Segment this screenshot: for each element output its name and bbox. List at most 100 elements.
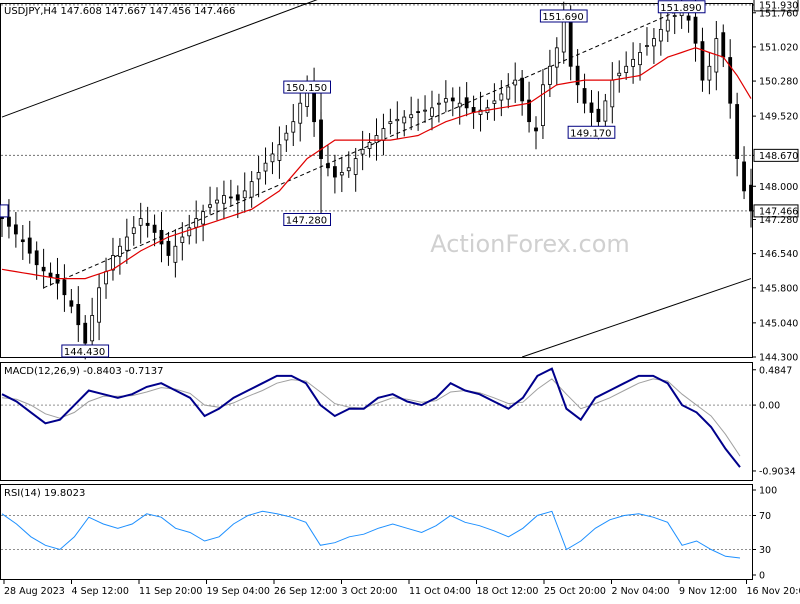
candle-body-67: [465, 98, 468, 108]
candle-body-87: [604, 101, 607, 121]
rsi-ytick-label-1: 70: [759, 511, 771, 522]
candle-58: [403, 110, 406, 136]
candle-25: [174, 229, 177, 277]
candle-body-26: [181, 237, 184, 243]
rsi-ytick-label-3: 0: [759, 571, 765, 582]
candle-104: [722, 24, 725, 67]
candle-body-107: [743, 162, 746, 191]
candle-body-48: [333, 167, 336, 177]
candle-63: [437, 94, 440, 123]
candle-body-50: [347, 168, 350, 171]
candle-75: [521, 70, 524, 116]
candle-20: [139, 203, 142, 244]
candle-94: [652, 28, 655, 64]
candle-91: [632, 42, 635, 84]
macd-panel-frame: [1, 363, 753, 481]
price-ytick-label-2: 151.020: [759, 42, 798, 53]
candle-35: [243, 172, 246, 212]
candle-71: [493, 83, 496, 121]
candle-body-95: [659, 29, 662, 41]
xtick-label-3: 19 Sep 04:00: [207, 586, 270, 597]
candle-61: [424, 95, 427, 123]
candle-52: [361, 131, 364, 170]
candle-body-72: [500, 94, 503, 100]
xtick-label-1: 4 Sep 12:00: [72, 586, 129, 597]
candle-body-46: [320, 120, 323, 159]
candle-body-43: [299, 103, 302, 123]
rsi-title: RSI(14) 19.8023: [4, 488, 85, 499]
candle-60: [417, 99, 420, 131]
price-ytick-label-8: 147.280: [759, 215, 798, 226]
candle-body-96: [666, 20, 669, 31]
xtick-label-4: 26 Sep 12:00: [274, 586, 337, 597]
price-ytick-label-1: 151.760: [759, 8, 798, 19]
candle-body-22: [153, 225, 156, 232]
price-label-3: 149.170: [570, 128, 611, 139]
candle-body-88: [611, 80, 614, 107]
candle-102: [708, 52, 711, 94]
candle-56: [389, 109, 392, 135]
candle-53: [368, 133, 371, 157]
candle-9: [63, 264, 66, 312]
candle-22: [153, 215, 156, 247]
candle-body-55: [382, 129, 385, 141]
candle-body-57: [396, 119, 399, 120]
macd-signal-line: [2, 379, 740, 456]
candle-body-89: [618, 73, 621, 75]
moving-average-line: [2, 48, 751, 279]
candle-3: [21, 225, 24, 260]
xtick-label-8: 25 Oct 20:00: [544, 586, 606, 597]
candle-33: [229, 180, 232, 207]
candle-body-86: [597, 109, 600, 121]
candle-body-92: [639, 52, 642, 64]
candle-41: [285, 125, 288, 152]
price-ytick-label-11: 145.040: [759, 318, 798, 329]
candle-body-19: [132, 228, 135, 234]
candle-body-52: [361, 149, 364, 154]
candle-body-61: [424, 110, 427, 111]
candle-15: [105, 258, 108, 299]
candle-77: [535, 116, 538, 149]
candle-body-9: [63, 280, 66, 295]
candle-body-79: [548, 66, 551, 84]
candle-85: [590, 90, 593, 128]
candle-body-91: [632, 59, 635, 66]
price-label-4: 147.280: [286, 215, 327, 226]
candle-body-18: [125, 237, 128, 250]
candle-body-12: [84, 323, 87, 343]
candle-105: [729, 39, 732, 118]
candle-body-56: [389, 122, 392, 124]
candle-43: [299, 89, 302, 141]
candle-body-104: [722, 33, 725, 57]
candle-73: [507, 73, 510, 108]
xtick-label-0: 28 Aug 2023: [4, 586, 65, 597]
candle-body-39: [271, 154, 274, 162]
candle-37: [257, 156, 260, 197]
price-ytick-label-3: 150.280: [759, 77, 798, 88]
candle-101: [701, 28, 704, 92]
candle-14: [98, 274, 101, 340]
candle-10: [70, 289, 73, 313]
candle-body-31: [215, 200, 218, 203]
rsi-ytick-label-0: 100: [759, 486, 777, 497]
price-label-1: 151.690: [542, 12, 583, 23]
candle-65: [451, 87, 454, 116]
candle-body-36: [250, 182, 253, 197]
candle-body-66: [458, 103, 461, 107]
candle-body-49: [340, 172, 343, 175]
rsi-panel-frame: [1, 485, 753, 580]
macd-line: [2, 369, 740, 468]
candle-body-77: [535, 128, 538, 131]
candle-18: [125, 219, 128, 264]
candle-body-59: [410, 115, 413, 118]
macd-title: MACD(12,26,9) -0.8403 -0.7137: [4, 366, 164, 377]
candle-body-47: [326, 164, 329, 168]
candle-body-81: [562, 20, 565, 52]
xtick-label-5: 3 Oct 20:00: [342, 586, 398, 597]
channel-lower-line: [522, 279, 751, 357]
candle-19: [132, 216, 135, 246]
candle-body-10: [70, 301, 73, 306]
candle-body-90: [625, 66, 628, 72]
